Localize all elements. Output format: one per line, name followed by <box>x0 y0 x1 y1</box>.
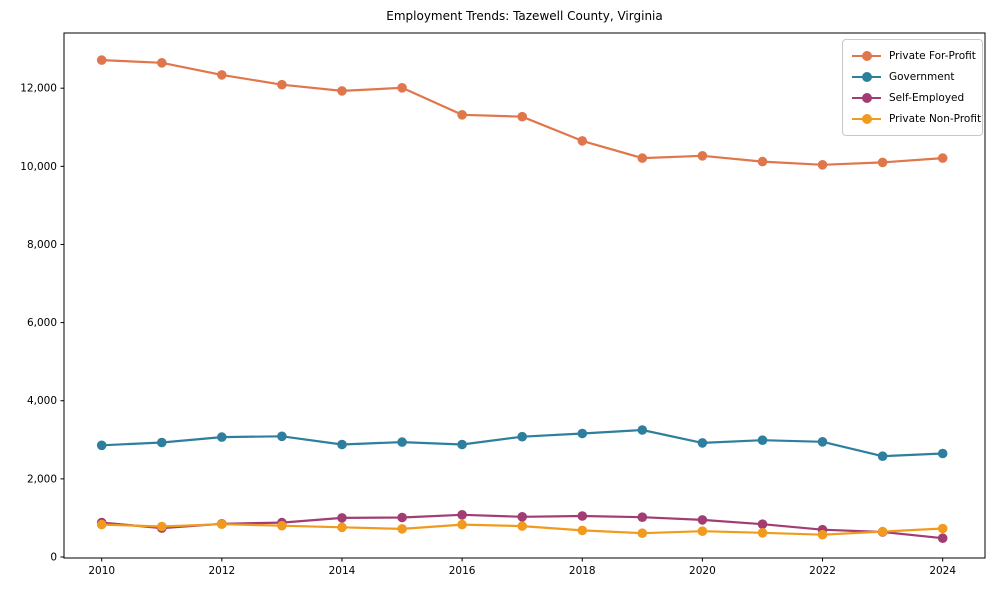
data-point <box>637 153 648 163</box>
data-point <box>397 437 407 447</box>
data-point <box>517 111 527 122</box>
data-point <box>217 519 227 529</box>
legend-item-government: Government <box>852 66 974 87</box>
y-tick-label: 6,000 <box>27 317 57 329</box>
data-point <box>877 526 888 537</box>
axes-frame <box>63 32 986 559</box>
data-point <box>697 526 708 536</box>
data-point <box>96 440 107 451</box>
data-point <box>577 511 588 521</box>
data-point <box>817 437 828 447</box>
x-tick-label: 2012 <box>208 565 235 577</box>
data-point <box>757 435 768 446</box>
data-point <box>937 523 948 534</box>
x-tick-label: 2018 <box>569 565 596 577</box>
y-tick-label: 2,000 <box>27 473 57 485</box>
data-point <box>517 431 527 442</box>
data-point <box>757 156 768 167</box>
data-point <box>637 512 648 522</box>
data-point <box>96 519 107 530</box>
line-dot-icon <box>852 50 881 61</box>
data-point <box>757 519 768 529</box>
data-point <box>877 451 888 462</box>
data-point <box>697 438 708 448</box>
data-point <box>277 431 287 442</box>
line-dot-icon <box>852 71 881 82</box>
legend: Private For-Profit Government Self-Emplo… <box>842 39 983 136</box>
y-tick-label: 4,000 <box>27 395 57 407</box>
data-point <box>457 439 467 450</box>
data-point <box>337 439 347 450</box>
data-point <box>217 70 227 80</box>
data-point <box>817 529 828 540</box>
data-point <box>277 79 287 90</box>
y-tick-label: 0 <box>50 552 57 564</box>
data-point <box>337 522 347 533</box>
data-point <box>96 55 107 65</box>
data-point <box>877 157 888 168</box>
data-point <box>157 437 167 448</box>
data-point <box>457 110 467 120</box>
data-point <box>817 160 828 170</box>
y-tick-label: 8,000 <box>27 239 57 251</box>
data-point <box>217 432 227 442</box>
legend-item-self-employed: Self-Employed <box>852 87 974 108</box>
line-dot-icon <box>852 92 881 103</box>
legend-label: Private Non-Profit <box>889 112 982 125</box>
data-point <box>577 428 588 439</box>
data-point <box>937 533 948 543</box>
x-tick-label: 2010 <box>88 565 115 577</box>
legend-item-private-non-profit: Private Non-Profit <box>852 108 981 129</box>
data-point <box>157 521 167 532</box>
y-tick-label: 10,000 <box>20 161 57 173</box>
line-dot-icon <box>852 113 881 124</box>
data-point <box>397 524 407 534</box>
data-point <box>337 513 347 523</box>
data-point <box>937 153 948 163</box>
chart-title: Employment Trends: Tazewell County, Virg… <box>386 9 663 23</box>
data-point <box>937 448 948 459</box>
legend-label: Government <box>889 70 955 83</box>
data-point <box>517 512 527 522</box>
legend-label: Self-Employed <box>889 91 965 104</box>
x-tick-label: 2024 <box>929 565 956 577</box>
legend-item-private-for-profit: Private For-Profit <box>852 45 976 66</box>
data-point <box>457 510 467 520</box>
data-point <box>637 528 648 538</box>
legend-label: Private For-Profit <box>889 49 976 62</box>
data-point <box>577 525 588 536</box>
data-point <box>277 520 287 531</box>
data-point <box>337 86 347 96</box>
data-point <box>697 151 708 161</box>
data-point <box>637 425 648 435</box>
x-tick-label: 2022 <box>809 565 836 577</box>
x-tick-label: 2016 <box>449 565 476 577</box>
data-point <box>577 136 588 146</box>
data-point <box>397 83 407 93</box>
data-point <box>457 519 467 530</box>
data-point <box>757 528 768 538</box>
data-point <box>397 512 407 523</box>
y-tick-label: 12,000 <box>20 83 57 95</box>
data-point <box>517 521 527 531</box>
x-tick-label: 2014 <box>329 565 356 577</box>
data-point <box>697 515 708 525</box>
data-point <box>157 58 167 68</box>
x-tick-label: 2020 <box>689 565 716 577</box>
